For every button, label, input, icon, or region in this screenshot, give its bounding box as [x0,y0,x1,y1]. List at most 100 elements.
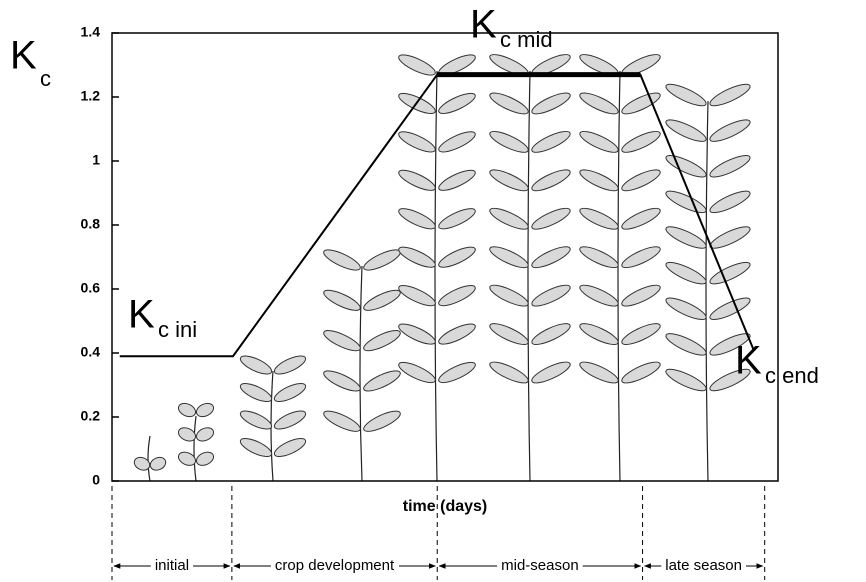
plant-leaf [363,249,401,271]
plant-leaf [621,207,661,230]
plant-leaf [531,207,571,230]
plant-leaf [709,333,751,356]
plant-leaf [398,208,436,230]
plant-leaf [239,437,273,458]
plant-leaf [579,246,619,269]
y-tick-label: 0.4 [81,344,101,360]
x-axis-label: time (days) [403,498,487,515]
plant-leaf [709,261,751,285]
plant-leaf [489,169,529,192]
plant-stem [527,70,531,482]
plant-leaf [398,361,436,384]
plant-leaf [621,246,661,269]
plant-stem [434,70,438,482]
plant-stem [147,435,151,482]
plant-leaf [239,382,273,403]
plant-leaf [489,323,529,345]
plant-leaf [438,285,476,307]
plant-leaf [579,207,619,230]
y-tick-label: 1.2 [81,88,101,104]
plant-leaf [709,190,751,214]
stage-label-bg [497,556,583,574]
plant-leaf [531,361,571,384]
plant-leaf [195,402,215,418]
plant-leaf [579,92,619,115]
plant-leaf [398,246,436,268]
plant-leaf [438,208,476,230]
plant-stem [617,70,621,482]
plant-leaf [579,284,619,307]
plant-leaf [531,130,571,153]
plant-leaf [489,284,529,307]
plant-leaf [531,284,571,307]
plant-leaf [665,190,707,214]
plant-leaf [709,297,751,321]
y-tick-label: 0.6 [81,280,101,296]
plant-stem [359,265,363,482]
plant-leaf [665,297,707,321]
stage-label: late season [665,557,742,574]
plot-frame [111,32,779,482]
plant-leaf [323,289,361,311]
plant-leaf [438,246,476,268]
plant-leaf [438,323,476,345]
plant-leaf [398,323,436,345]
plant-leaf [273,437,307,458]
plant-leaf [579,323,619,345]
plant-leaf [621,284,661,307]
stage-label-bg [270,556,400,574]
plant-leaf [323,249,361,271]
stage-label-bg [150,556,194,574]
plant-stem [705,100,709,482]
plant-leaf [177,451,197,466]
plant-leaf [273,410,307,430]
plant-leaf [489,130,529,153]
plant-leaf [665,226,707,249]
plant-leaf [531,92,571,115]
plant-illustrations [133,54,751,482]
y-tick-label: 0 [92,472,100,488]
plant-leaf [323,330,361,352]
annotation-main: K [470,3,497,47]
plant-leaf [579,361,619,384]
annotation-main: K [735,339,762,383]
stage-label: crop development [275,557,395,574]
plant-leaf [398,169,436,191]
y-tick-label: 1 [92,152,100,168]
plant-leaf [489,207,529,230]
plant-leaf [398,285,436,307]
plant-leaf [363,330,401,352]
plant-leaf [531,246,571,269]
y-axis-label-sub: c [40,66,51,91]
plant-leaf [621,130,661,153]
plant-leaf [438,131,476,153]
plant-leaf [438,169,476,191]
plant-leaf [323,370,361,392]
plant-stem [193,415,197,482]
plant-leaf [438,92,476,114]
plant-leaf [133,456,151,471]
plant-leaf [621,323,661,345]
plant-leaf [273,382,307,403]
plant-leaf [323,410,361,432]
plant-leaf [665,261,707,285]
annotation-sub: c ini [158,317,197,342]
plant-leaf [531,323,571,345]
plant-leaf [195,427,215,442]
plant-leaf [709,368,751,392]
plant-leaf [239,355,273,375]
stage-label: mid-season [501,557,579,574]
plant-leaf [398,131,436,153]
plant-leaf [239,410,273,430]
annotation-main: K [128,293,155,337]
plant-leaf [709,154,751,178]
plant-leaf [363,289,401,311]
plant-leaf [489,361,529,384]
annotation-sub: c mid [500,27,553,52]
plant-leaf [665,333,707,356]
plant-leaf [177,402,197,418]
plant-leaf [273,355,307,375]
plant-leaf [531,169,571,192]
plant-leaf [621,361,661,384]
